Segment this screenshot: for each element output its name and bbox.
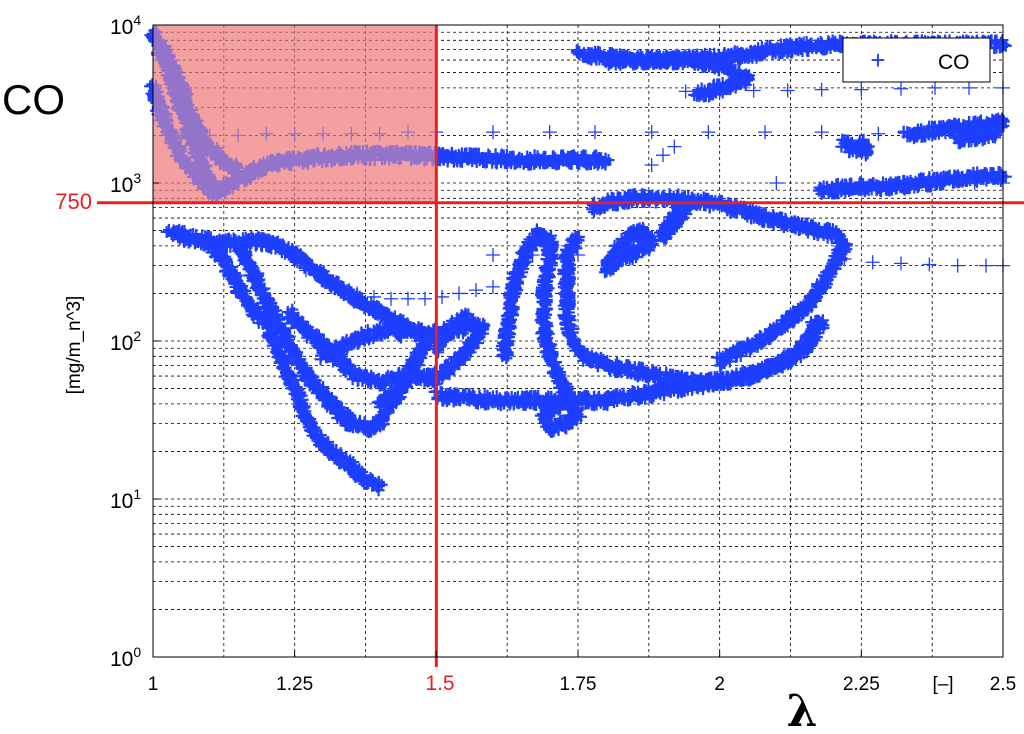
co-vs-lambda-chart: 1 1.25 1.75 2 2.25 2.5100101102103104 CO [mg/… bbox=[0, 0, 1024, 734]
